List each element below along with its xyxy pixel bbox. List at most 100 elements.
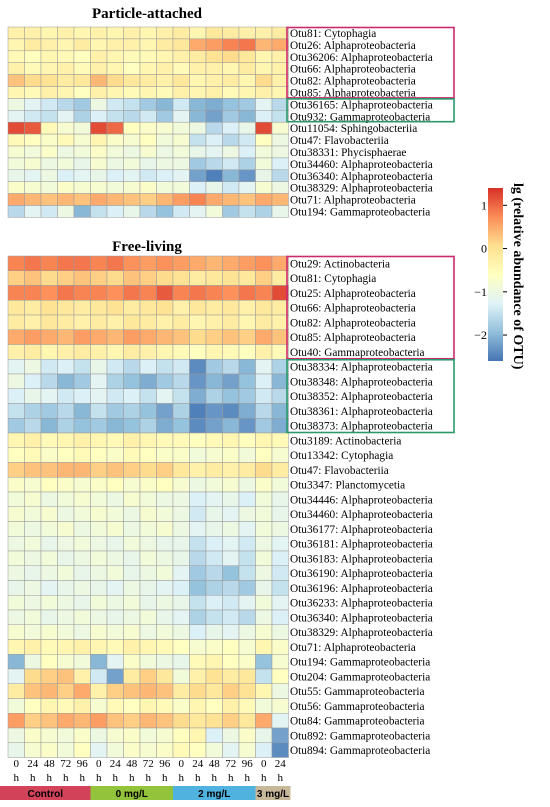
heatmap-cell — [222, 683, 240, 699]
x-tick-unit: h — [47, 772, 53, 784]
row-label: Otu36206: Alphaproteobacteria — [290, 52, 433, 64]
heatmap-cell — [255, 565, 273, 581]
heatmap-cell — [271, 595, 289, 611]
heatmap-cell — [271, 506, 289, 522]
heatmap-cell — [40, 181, 58, 194]
heatmap-cell — [222, 624, 240, 640]
colorbar-tick-label: −1 — [474, 285, 487, 299]
heatmap-cell — [222, 98, 240, 111]
heatmap-cell — [106, 403, 124, 419]
heatmap-cell — [156, 300, 174, 316]
heatmap-cell — [106, 86, 124, 99]
heatmap-cell — [189, 329, 207, 345]
heatmap-cell — [73, 683, 91, 699]
heatmap-cell — [205, 624, 223, 640]
colorbar-tick-label: −2 — [474, 328, 487, 342]
heatmap-cell — [271, 193, 289, 206]
heatmap-cell — [172, 373, 190, 389]
heatmap-cell — [123, 403, 141, 419]
heatmap-cell — [205, 373, 223, 389]
heatmap-cell — [90, 698, 108, 714]
heatmap-cell — [57, 521, 75, 537]
heatmap-cell — [57, 403, 75, 419]
row-label: Otu66: Alphaproteobacteria — [290, 64, 416, 76]
heatmap-cell — [57, 344, 75, 360]
heatmap-cell — [222, 38, 240, 52]
heatmap-cell — [222, 157, 240, 171]
heatmap-cell — [40, 477, 58, 493]
heatmap-cell — [7, 157, 25, 171]
heatmap-cell — [7, 609, 25, 625]
colorbar-tick-label: 1 — [479, 198, 487, 212]
heatmap-cell — [57, 698, 75, 714]
heatmap-cell — [7, 447, 25, 463]
heatmap-cell — [255, 133, 273, 147]
heatmap-cell — [205, 432, 223, 448]
heatmap-cell — [238, 727, 256, 743]
heatmap-cell — [90, 565, 108, 581]
heatmap-cell — [189, 432, 207, 448]
heatmap-cell — [139, 565, 157, 581]
heatmap-cell — [271, 62, 289, 75]
row-label: Otu3347: Planctomycetia — [290, 480, 405, 492]
heatmap-cell — [7, 169, 25, 182]
heatmap-cell — [40, 26, 58, 40]
heatmap-cell — [57, 491, 75, 507]
heatmap-cell — [205, 38, 223, 52]
heatmap-cell — [222, 359, 240, 375]
heatmap-cell — [106, 193, 124, 206]
heatmap-cell — [90, 609, 108, 625]
heatmap-cell — [24, 26, 42, 40]
heatmap-cell — [271, 145, 289, 159]
heatmap-cell — [106, 133, 124, 147]
heatmap-cell — [57, 205, 75, 218]
heatmap-cell — [106, 314, 124, 330]
heatmap-cell — [57, 300, 75, 316]
heatmap-cell — [156, 506, 174, 522]
heatmap-cell — [40, 432, 58, 448]
heatmap-cell — [57, 110, 75, 123]
heatmap-cell — [255, 26, 273, 40]
heatmap-cell — [255, 344, 273, 360]
heatmap-cell — [123, 418, 141, 434]
heatmap-cell — [156, 418, 174, 434]
heatmap-cell — [90, 133, 108, 147]
heatmap-cell — [40, 169, 58, 182]
heatmap-cell — [271, 418, 289, 434]
heatmap-cell — [106, 654, 124, 670]
heatmap-cell — [57, 668, 75, 684]
heatmap-cell — [156, 698, 174, 714]
heatmap-cell — [189, 133, 207, 147]
row-label: Otu29: Actinobacteria — [290, 258, 390, 270]
heatmap-cell — [57, 270, 75, 286]
free-living-heatmap: Otu29: Actinobacteria Otu81: Cytophagia Ot… — [7, 255, 455, 758]
heatmap-cell — [40, 609, 58, 625]
colorbar-title: lg (relative abundance of OTU) — [510, 183, 525, 370]
heatmap-cell — [73, 536, 91, 552]
heatmap-cell — [24, 609, 42, 625]
heatmap-cell — [40, 373, 58, 389]
heatmap-cell — [255, 329, 273, 345]
heatmap-cell — [57, 565, 75, 581]
heatmap-cell — [156, 121, 174, 135]
heatmap-cell — [24, 506, 42, 522]
row-label: Otu26: Alphaproteobacteria — [290, 40, 416, 52]
heatmap-cell — [57, 609, 75, 625]
row-label: Otu34460: Alphaproteobacteria — [290, 159, 433, 171]
heatmap-cell — [90, 624, 108, 640]
x-tick-label: 0 — [96, 758, 102, 770]
heatmap-cell — [205, 727, 223, 743]
heatmap-cell — [271, 314, 289, 330]
heatmap-cell — [238, 270, 256, 286]
heatmap-cell — [90, 668, 108, 684]
group-label: 2 mg/L — [198, 789, 230, 800]
heatmap-cell — [205, 742, 223, 758]
x-tick-unit: h — [278, 772, 284, 784]
heatmap-cell — [123, 38, 141, 52]
heatmap-cell — [255, 447, 273, 463]
heatmap-cell — [139, 50, 157, 63]
heatmap-cell — [238, 536, 256, 552]
heatmap-cell — [106, 62, 124, 75]
heatmap-cell — [24, 654, 42, 670]
